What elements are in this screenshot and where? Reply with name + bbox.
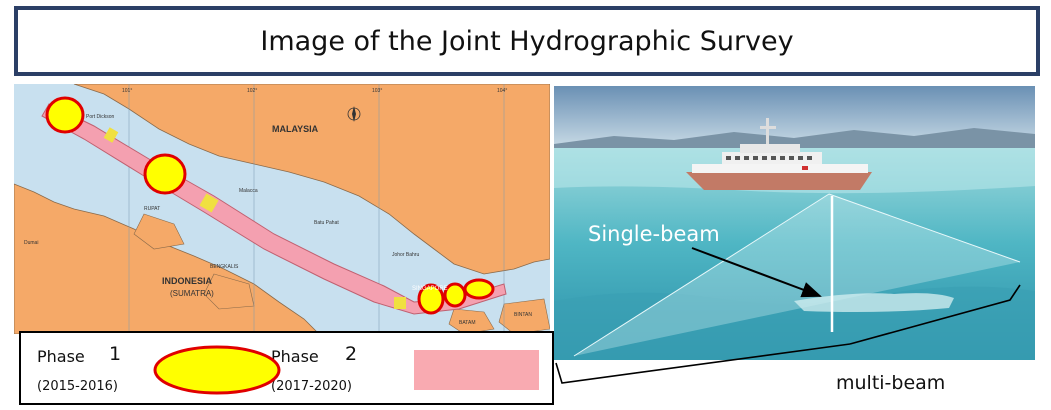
legend-phase1-number: 1 [109,343,122,365]
page-title: Image of the Joint Hydrographic Survey [260,25,794,57]
place-label: Johor Bahru [392,252,419,258]
legend-phase2-swatch [414,350,539,390]
single-beam-label: Single-beam [588,222,720,246]
grid-label: 101° [122,88,132,94]
label-singapore: SINGAPORE [412,286,448,292]
place-label: BENGKALIS [210,264,239,270]
legend-phase1-label: Phase [37,347,85,366]
crossing-marker [103,127,119,143]
place-label: BINTAN [514,312,532,318]
crossing-marker [394,297,406,309]
place-label: Batu Pahat [314,220,339,226]
phase1-area [45,96,85,134]
fan-edge [828,193,1021,263]
place-label: Dumai [24,240,38,246]
malaysia-land [73,84,550,275]
grid-label: 103° [372,88,382,94]
place-label: Malacca [239,188,258,194]
phase1-area [417,283,445,315]
legend-phase1-years: (2015-2016) [37,379,119,394]
legend-phase1-swatch [153,345,281,395]
phase1-area [443,282,467,308]
grid-label: 104° [497,88,507,94]
grid-label: 102° [247,88,257,94]
label-sumatra: (SUMATRA) [170,289,214,298]
legend: Phase 1 (2015-2016) Phase 2 (2017-2020) [19,331,554,405]
legend-phase2-label: Phase [271,347,319,366]
phase1-area [463,278,495,300]
crossing-marker [199,193,219,213]
place-label: BATAM [459,320,475,326]
place-label: Port Dickson [86,114,115,120]
strait-map: MALAYSIA INDONESIA (SUMATRA) SINGAPORE P… [14,84,550,334]
label-indonesia: INDONESIA [162,276,213,286]
bengkalis-island [203,273,255,310]
place-label: RUPAT [144,206,160,212]
survey-ship [686,118,872,190]
label-malaysia: MALAYSIA [272,124,319,134]
legend-phase2-years: (2017-2020) [271,379,353,394]
rupat-island [133,213,185,250]
map-svg: MALAYSIA INDONESIA (SUMATRA) SINGAPORE P… [14,84,550,334]
title-box: Image of the Joint Hydrographic Survey [14,6,1040,76]
distant-hills [554,128,1035,148]
legend-phase2-number: 2 [345,343,358,365]
multi-beam-label: multi-beam [836,372,946,394]
compass-icon [347,106,361,122]
phase1-area [143,153,187,195]
